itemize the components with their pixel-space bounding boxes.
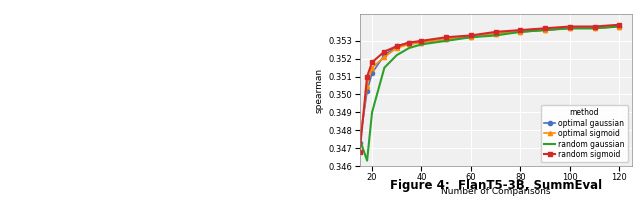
optimal sigmoid — [405, 43, 413, 46]
random gaussian — [356, 138, 364, 140]
optimal gaussian — [516, 31, 524, 33]
optimal gaussian — [368, 72, 376, 74]
optimal sigmoid — [467, 36, 475, 38]
optimal sigmoid — [418, 41, 426, 44]
optimal sigmoid — [442, 38, 450, 40]
random gaussian — [364, 159, 371, 162]
Line: random sigmoid: random sigmoid — [358, 23, 621, 154]
random sigmoid — [516, 29, 524, 31]
optimal gaussian — [405, 41, 413, 44]
optimal sigmoid — [364, 84, 371, 87]
Text: Figure 4:  FlanT5-3B, SummEval: Figure 4: FlanT5-3B, SummEval — [390, 179, 602, 192]
Line: optimal sigmoid: optimal sigmoid — [358, 24, 621, 145]
optimal sigmoid — [356, 142, 364, 144]
random gaussian — [566, 27, 573, 30]
optimal gaussian — [442, 38, 450, 40]
Line: random gaussian: random gaussian — [360, 27, 620, 161]
random gaussian — [591, 27, 598, 30]
random sigmoid — [591, 25, 598, 28]
optimal gaussian — [566, 27, 573, 30]
random sigmoid — [418, 40, 426, 42]
random sigmoid — [566, 25, 573, 28]
optimal sigmoid — [541, 29, 549, 31]
optimal sigmoid — [368, 66, 376, 69]
random sigmoid — [364, 75, 371, 78]
optimal gaussian — [591, 27, 598, 30]
random gaussian — [442, 40, 450, 42]
random sigmoid — [405, 41, 413, 44]
optimal sigmoid — [381, 56, 388, 58]
random gaussian — [381, 66, 388, 69]
Y-axis label: spearman: spearman — [314, 67, 323, 113]
optimal sigmoid — [393, 47, 401, 49]
random sigmoid — [381, 50, 388, 53]
random sigmoid — [492, 31, 500, 33]
random sigmoid — [356, 150, 364, 153]
optimal sigmoid — [566, 27, 573, 30]
random gaussian — [616, 25, 623, 28]
optimal gaussian — [418, 41, 426, 44]
optimal gaussian — [393, 45, 401, 47]
Legend: optimal gaussian, optimal sigmoid, random gaussian, random sigmoid: optimal gaussian, optimal sigmoid, rando… — [541, 105, 628, 162]
X-axis label: Number of Comparisons: Number of Comparisons — [441, 188, 550, 196]
random gaussian — [516, 31, 524, 33]
optimal gaussian — [364, 90, 371, 92]
optimal gaussian — [381, 54, 388, 56]
optimal gaussian — [467, 36, 475, 38]
random sigmoid — [616, 24, 623, 26]
optimal gaussian — [541, 29, 549, 31]
optimal sigmoid — [492, 32, 500, 35]
random gaussian — [393, 54, 401, 56]
random gaussian — [405, 47, 413, 49]
Line: optimal gaussian: optimal gaussian — [358, 24, 621, 145]
optimal gaussian — [492, 32, 500, 35]
optimal sigmoid — [516, 31, 524, 33]
random sigmoid — [541, 27, 549, 30]
random gaussian — [541, 29, 549, 31]
random sigmoid — [368, 61, 376, 63]
optimal gaussian — [616, 25, 623, 28]
random gaussian — [368, 111, 376, 114]
random sigmoid — [442, 36, 450, 38]
optimal gaussian — [356, 142, 364, 144]
random sigmoid — [393, 45, 401, 47]
optimal sigmoid — [616, 25, 623, 28]
random gaussian — [492, 34, 500, 37]
random gaussian — [467, 36, 475, 38]
random gaussian — [418, 43, 426, 46]
optimal sigmoid — [591, 27, 598, 30]
random sigmoid — [467, 34, 475, 37]
